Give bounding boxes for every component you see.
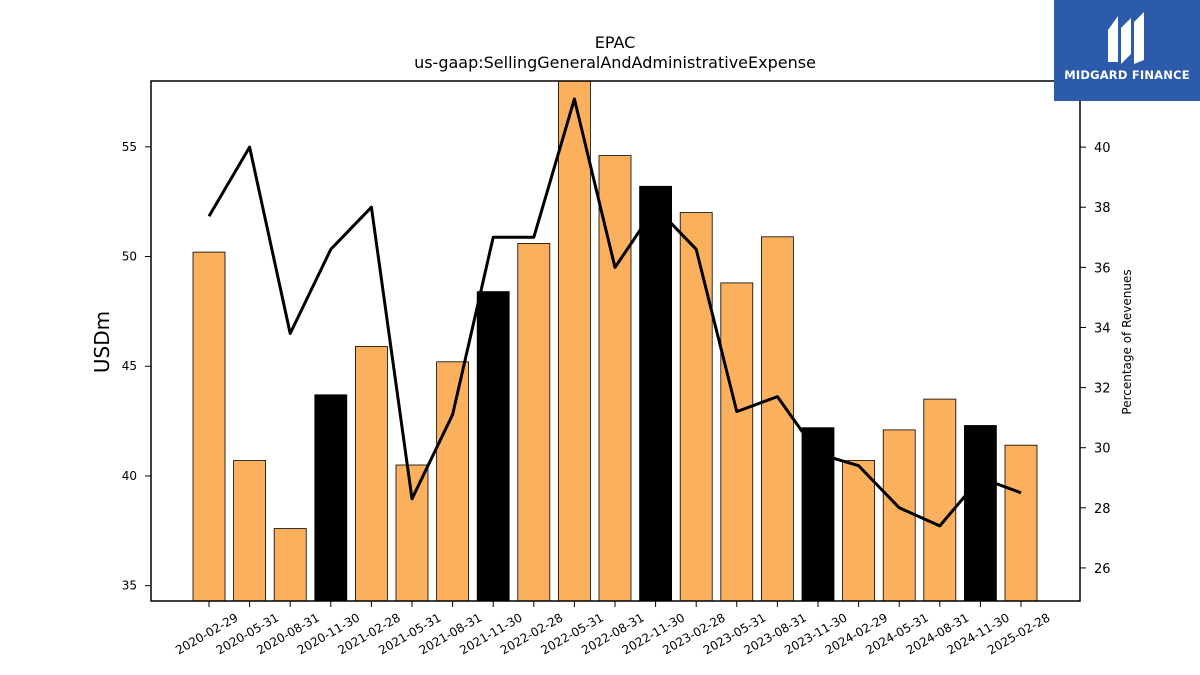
- bar-2020-08-31: [273, 528, 307, 601]
- brand-logo: MIDGARD FINANCE: [1054, 0, 1200, 101]
- bar-2020-02-29: [192, 251, 226, 601]
- chart-subtitle: us-gaap:SellingGeneralAndAdministrativeE…: [414, 53, 816, 72]
- y2-tick-label: 40: [1094, 141, 1111, 156]
- bar-2021-11-30: [476, 291, 510, 601]
- bar-2020-05-31: [233, 460, 267, 601]
- bar-2025-02-28: [1004, 444, 1038, 601]
- bar-2023-02-28: [679, 212, 713, 601]
- midgard-logo-icon: [1108, 12, 1144, 64]
- bar-2023-05-31: [720, 282, 754, 601]
- bar-2023-08-31: [761, 236, 794, 601]
- y-tick-label: 45: [122, 359, 137, 373]
- bar-2020-11-30: [314, 394, 348, 601]
- y2-axis-label: Percentage of Revenues: [1120, 269, 1134, 414]
- bar-2022-11-30: [639, 185, 672, 601]
- y-tick-label: 35: [122, 579, 137, 593]
- bar-2022-08-31: [598, 155, 632, 601]
- y2-tick-label: 38: [1094, 201, 1111, 216]
- chart-title: EPAC: [595, 33, 636, 52]
- bar-2024-08-31: [923, 398, 957, 601]
- y2-tick-label: 36: [1094, 261, 1111, 276]
- y2-tick-label: 28: [1094, 502, 1111, 517]
- line-layer: [207, 97, 1022, 528]
- y2-tick-label: 26: [1094, 562, 1111, 577]
- y-tick-label: 55: [122, 140, 137, 154]
- bar-2021-05-31: [395, 464, 429, 601]
- line-series: [207, 97, 1022, 528]
- y-tick-label: 50: [122, 250, 137, 264]
- y2-tick-label: 32: [1094, 382, 1111, 397]
- bar-2021-08-31: [436, 361, 470, 601]
- bars-layer: [192, 81, 1038, 601]
- y-axis-label: USDm: [90, 311, 114, 373]
- bar-2022-02-28: [517, 242, 551, 601]
- bar-2021-02-28: [354, 346, 388, 601]
- y2-tick-label: 30: [1094, 442, 1111, 457]
- y2-tick-label: 34: [1094, 321, 1111, 336]
- y-tick-label: 40: [122, 469, 137, 483]
- logo-text: MIDGARD FINANCE: [1064, 68, 1190, 82]
- bar-2024-05-31: [882, 429, 916, 601]
- bar-2024-11-30: [964, 425, 997, 601]
- bar-2024-02-29: [842, 460, 875, 601]
- bar-2022-05-31: [558, 81, 591, 601]
